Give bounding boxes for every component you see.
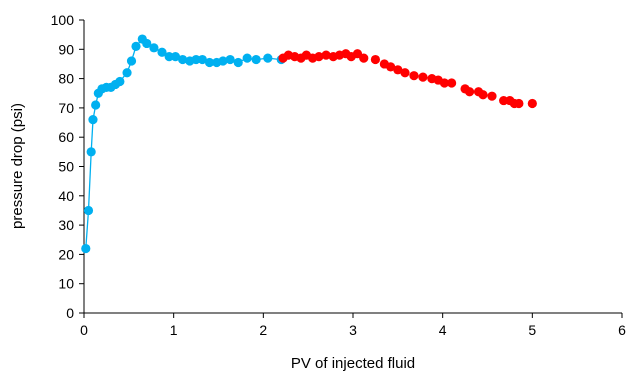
series-1-point xyxy=(233,57,243,68)
series-2-point xyxy=(370,54,381,65)
y-tick-label: 100 xyxy=(51,12,75,28)
series-1-point xyxy=(149,43,159,53)
series-1-point xyxy=(91,100,101,110)
series-1-point xyxy=(126,56,137,66)
series-2-point xyxy=(393,65,403,75)
series-1-line xyxy=(85,38,282,249)
x-tick-label: 2 xyxy=(259,322,267,338)
y-tick-label: 40 xyxy=(58,188,74,204)
series-2-point xyxy=(527,98,537,109)
series-1-point xyxy=(115,76,125,87)
y-tick-label: 30 xyxy=(58,217,74,233)
series-1-point xyxy=(157,47,167,57)
y-tick-label: 50 xyxy=(58,159,74,175)
series-1-point xyxy=(142,38,152,49)
x-tick-label: 0 xyxy=(80,322,88,338)
series-1-point xyxy=(122,68,132,78)
series-1-point xyxy=(263,53,273,63)
series-2-point xyxy=(321,50,331,60)
x-axis-title: PV of injected fluid xyxy=(291,355,415,372)
series-2-point xyxy=(514,98,524,109)
series-2-point xyxy=(386,62,396,72)
series-2-point xyxy=(487,91,497,101)
series-1-point xyxy=(170,52,181,62)
series-2-point xyxy=(439,78,450,88)
series-2-point xyxy=(314,52,324,62)
y-tick-label: 90 xyxy=(58,41,74,57)
y-tick-label: 10 xyxy=(58,276,74,292)
series-2-point xyxy=(478,90,488,100)
axes: 0 10 20 30 40 50 60 70 80 90 100 0 1 2 3 4 5 6 xyxy=(51,12,626,338)
series-1-point xyxy=(83,205,94,216)
series-1-point xyxy=(242,53,252,63)
y-tick-label: 80 xyxy=(58,71,74,87)
series-2-point xyxy=(464,87,475,97)
series-1-point xyxy=(218,56,228,66)
series-1-point xyxy=(204,57,215,68)
series-1-point xyxy=(86,147,96,157)
x-tick-label: 4 xyxy=(439,322,447,338)
x-tick-label: 1 xyxy=(170,322,178,338)
x-tick-label: 3 xyxy=(349,322,357,338)
series-points xyxy=(81,34,537,254)
series-lines xyxy=(85,38,282,249)
series-2-point xyxy=(400,68,410,78)
y-tick-label: 20 xyxy=(58,246,74,262)
series-1-point xyxy=(178,54,188,65)
series-2-point xyxy=(359,53,369,63)
y-tick-label: 60 xyxy=(58,129,74,145)
series-1-point xyxy=(225,54,235,65)
y-tick-label: 0 xyxy=(66,305,74,321)
x-tick-label: 5 xyxy=(528,322,536,338)
series-1-point xyxy=(88,115,98,125)
series-1-point xyxy=(197,54,207,65)
y-axis-title: pressure drop (psi) xyxy=(9,103,26,229)
y-tick-label: 70 xyxy=(58,100,74,116)
x-tick-label: 6 xyxy=(618,322,626,338)
series-2-point xyxy=(409,71,419,81)
series-2-point xyxy=(418,72,428,82)
series-2-point xyxy=(447,78,457,88)
series-1-point xyxy=(251,54,261,65)
series-1-point xyxy=(131,41,141,51)
series-1-point xyxy=(81,243,91,254)
